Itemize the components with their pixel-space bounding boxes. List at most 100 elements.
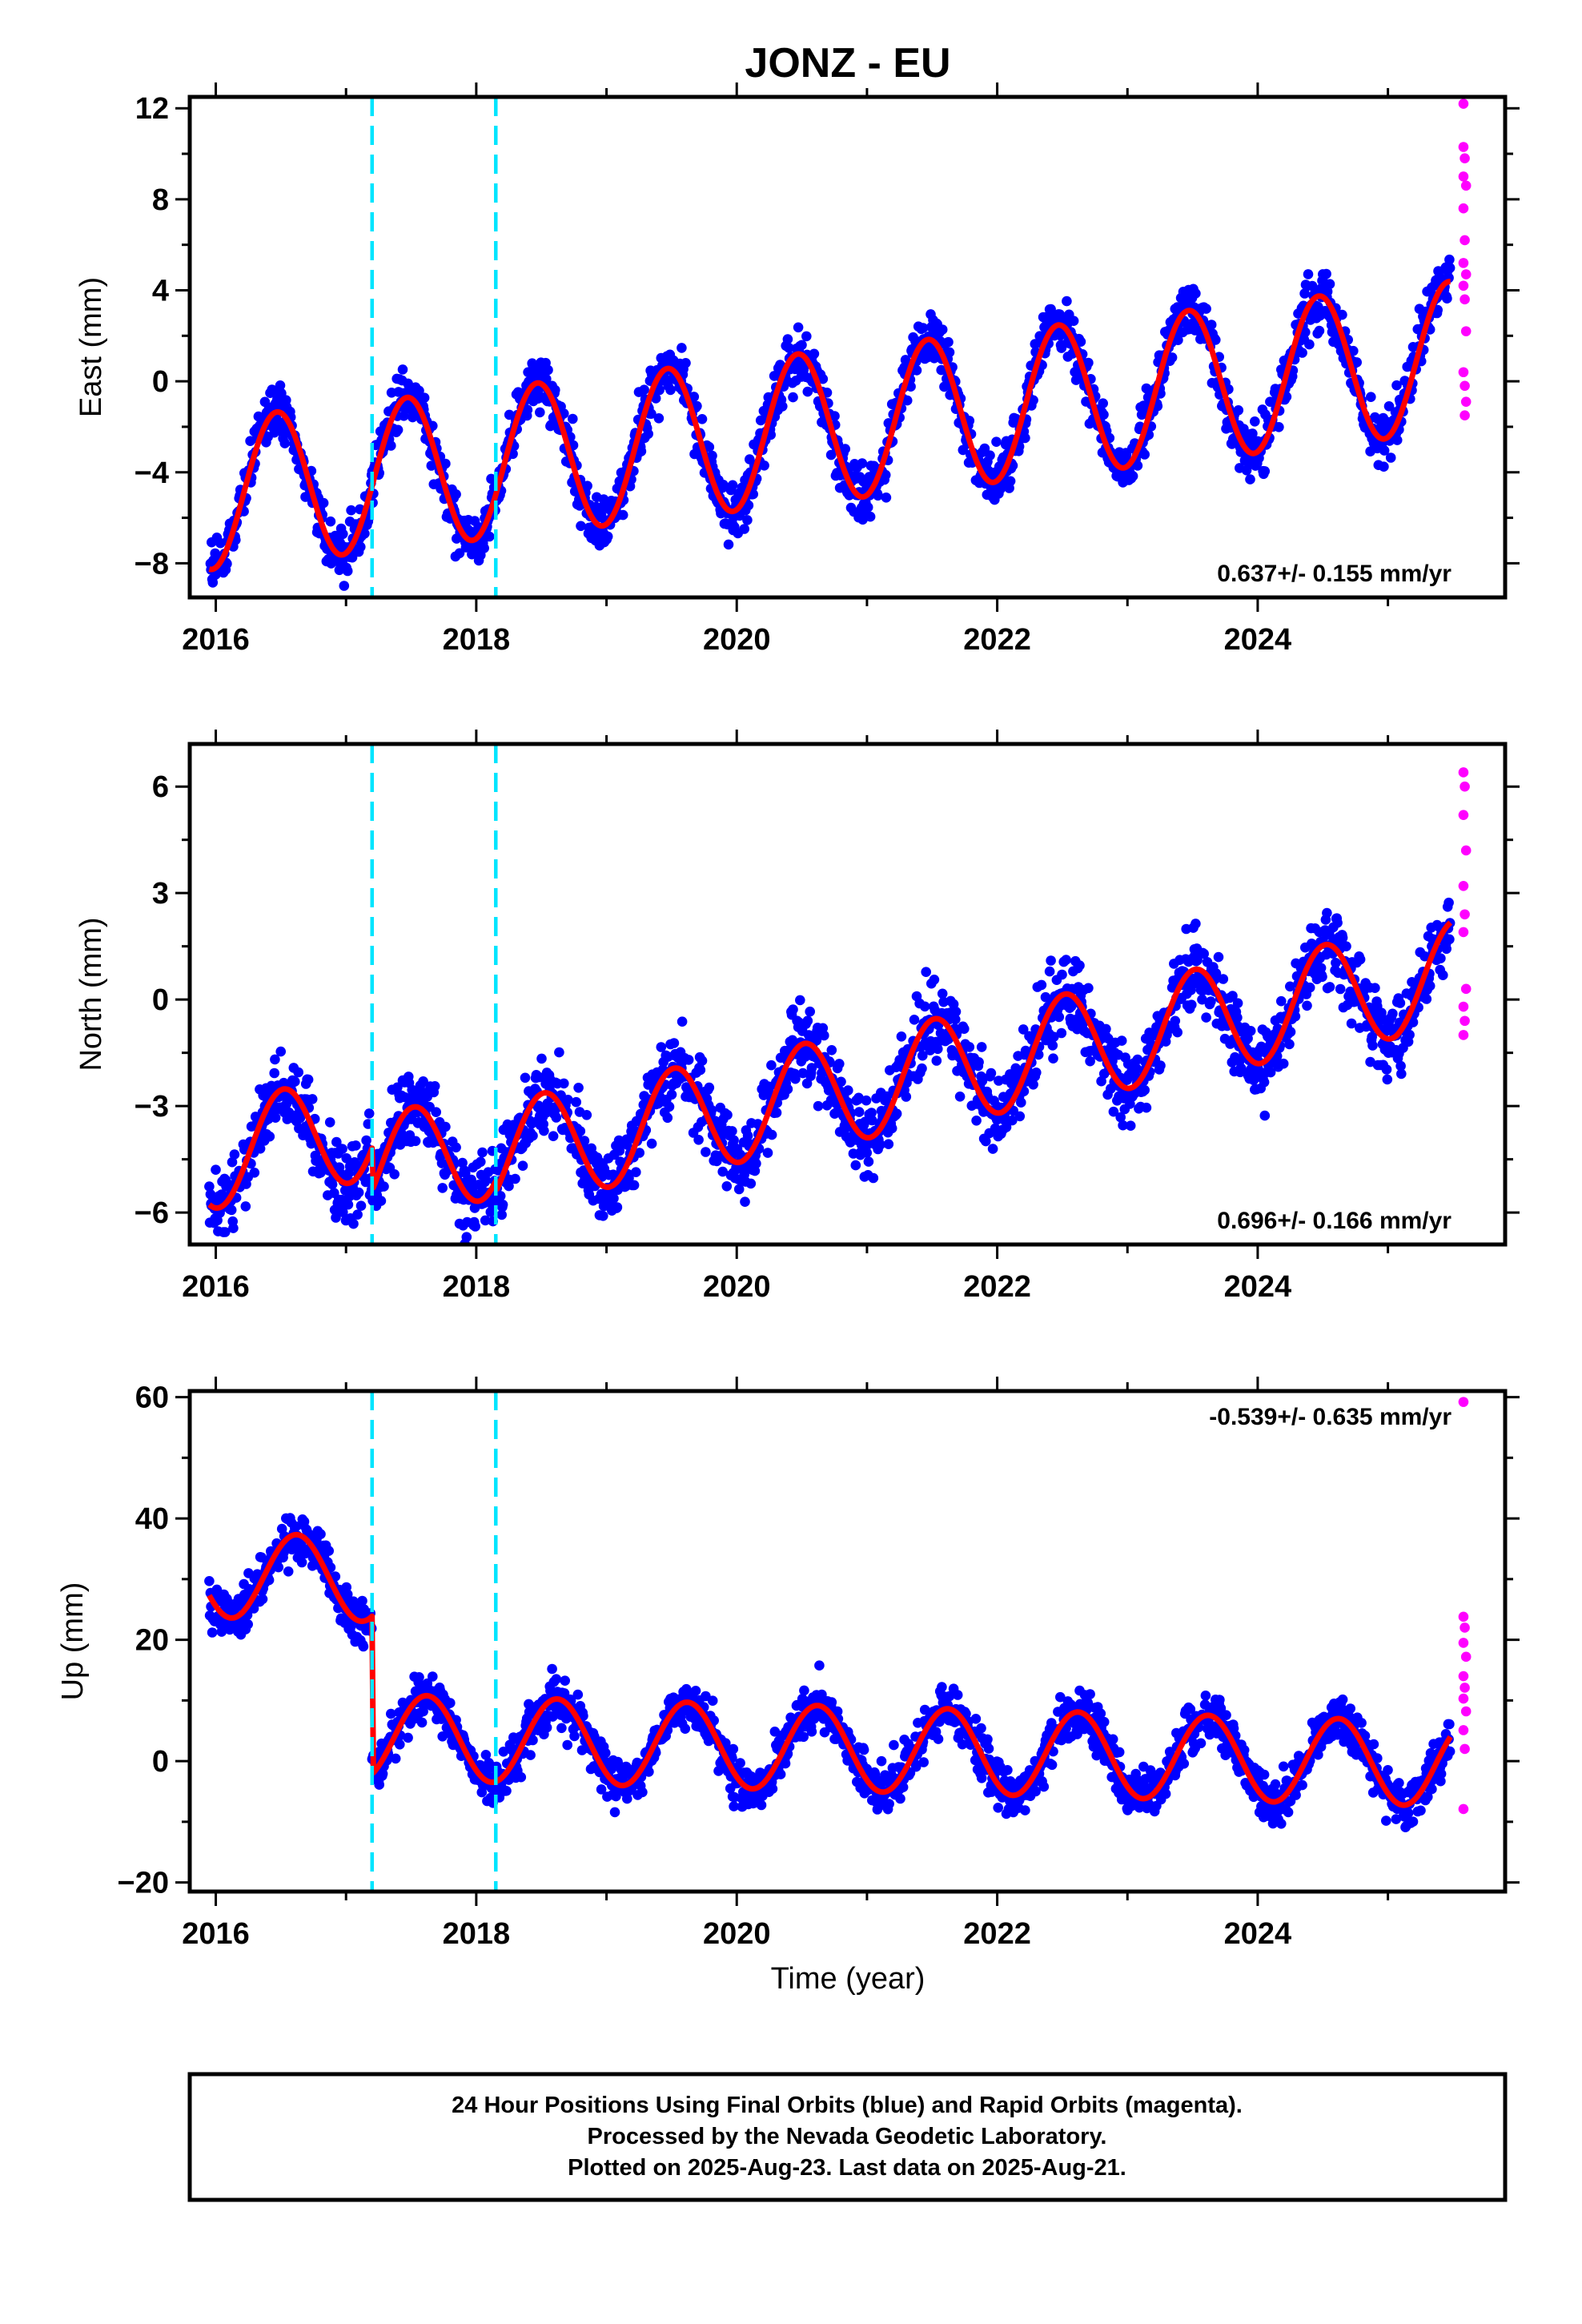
east-final-point (342, 565, 353, 577)
up-final-point (600, 1747, 611, 1759)
up-final-point (207, 1627, 218, 1638)
north-final-point (437, 1183, 448, 1193)
north-final-point (1014, 1111, 1026, 1122)
north-rapid-point (1458, 1001, 1469, 1012)
north-final-point (1191, 919, 1201, 929)
north-final-point (480, 1175, 492, 1186)
north-final-point (520, 1072, 531, 1084)
east-final-point (1337, 309, 1347, 320)
up-final-point (707, 1695, 718, 1706)
east-final-point (419, 392, 430, 404)
east-final-point (535, 407, 545, 418)
east-final-point (1075, 336, 1086, 348)
east-final-point (1300, 327, 1311, 338)
up-final-point (204, 1576, 215, 1586)
north-final-point (706, 1104, 717, 1116)
east-y-tick-label: −8 (135, 547, 169, 581)
north-final-point (950, 1007, 962, 1017)
north-final-point (1232, 1012, 1243, 1023)
up-final-point (690, 1686, 701, 1696)
north-data-layer (204, 767, 1472, 1244)
east-final-point (917, 323, 929, 333)
north-final-point (1074, 960, 1085, 971)
east-final-point (857, 458, 868, 468)
east-final-point (944, 347, 955, 358)
up-final-point (315, 1529, 326, 1539)
north-rate-label: 0.696+/- 0.166 mm/yr (1217, 1208, 1452, 1234)
north-final-point (695, 1064, 706, 1076)
east-final-point (550, 384, 560, 396)
east-final-point (643, 428, 653, 440)
east-final-point (759, 460, 769, 471)
east-y-tick-label: 12 (135, 92, 169, 126)
north-y-tick-label: −6 (135, 1196, 169, 1230)
east-final-point (681, 358, 691, 368)
east-final-point (1191, 288, 1201, 299)
north-final-point (805, 1006, 815, 1017)
east-final-point (1444, 263, 1456, 273)
north-final-point (662, 1112, 673, 1124)
east-rapid-point (1458, 203, 1469, 214)
north-final-point (646, 1138, 657, 1149)
north-final-point (1355, 954, 1366, 965)
north-final-point (697, 1055, 708, 1066)
east-final-point (617, 509, 628, 521)
east-final-point (743, 500, 754, 511)
east-final-point (911, 365, 922, 376)
north-final-point (745, 1178, 757, 1189)
north-final-point (974, 1057, 984, 1068)
north-final-point (496, 1209, 507, 1220)
north-x-tick-label: 2022 (963, 1270, 1031, 1304)
north-final-point (608, 1193, 619, 1204)
east-rapid-point (1458, 99, 1469, 109)
north-final-point (1370, 983, 1380, 993)
east-final-point (386, 440, 396, 451)
east-y-tick-label: 0 (152, 365, 169, 399)
east-data-layer (205, 99, 1472, 591)
east-final-point (1297, 348, 1307, 358)
north-final-point (1139, 1084, 1150, 1096)
north-final-point (1186, 999, 1197, 1010)
north-final-point (964, 1042, 975, 1052)
north-final-point (1387, 1008, 1398, 1019)
north-final-point (693, 1135, 704, 1145)
east-final-point (245, 436, 255, 446)
north-final-point (269, 1068, 280, 1079)
up-final-point (609, 1807, 620, 1818)
north-final-point (270, 1054, 280, 1065)
north-final-point (614, 1145, 625, 1156)
north-final-point (1213, 951, 1224, 963)
north-final-point (1421, 994, 1432, 1004)
east-final-point (748, 489, 758, 500)
up-final-point (273, 1562, 284, 1573)
north-final-point (971, 1116, 982, 1126)
north-final-point (1125, 1120, 1136, 1131)
east-final-point (414, 385, 424, 396)
north-final-point (1116, 1035, 1127, 1046)
east-final-point (727, 480, 738, 491)
east-final-point (665, 384, 676, 396)
north-final-point (1218, 974, 1229, 984)
east-final-point (1239, 424, 1249, 434)
east-final-point (211, 569, 221, 580)
north-final-point (355, 1200, 367, 1211)
north-final-point (771, 1108, 782, 1118)
north-final-point (211, 1164, 221, 1175)
east-final-point (1351, 357, 1362, 368)
north-final-point (440, 1121, 451, 1132)
north-final-point (1424, 980, 1435, 991)
north-final-point (1016, 1097, 1026, 1108)
north-final-point (361, 1135, 371, 1146)
east-final-point (689, 392, 700, 402)
north-rapid-point (1460, 983, 1472, 995)
north-final-point (1232, 998, 1243, 1008)
north-final-point (766, 1129, 777, 1140)
north-final-point (886, 1123, 897, 1134)
east-final-point (639, 384, 649, 396)
east-final-point (793, 322, 804, 333)
east-rapid-orbit-points (1458, 99, 1472, 421)
east-final-point (782, 334, 793, 344)
east-final-point (1098, 409, 1109, 420)
north-final-point (921, 967, 931, 977)
north-final-point (341, 1153, 352, 1164)
